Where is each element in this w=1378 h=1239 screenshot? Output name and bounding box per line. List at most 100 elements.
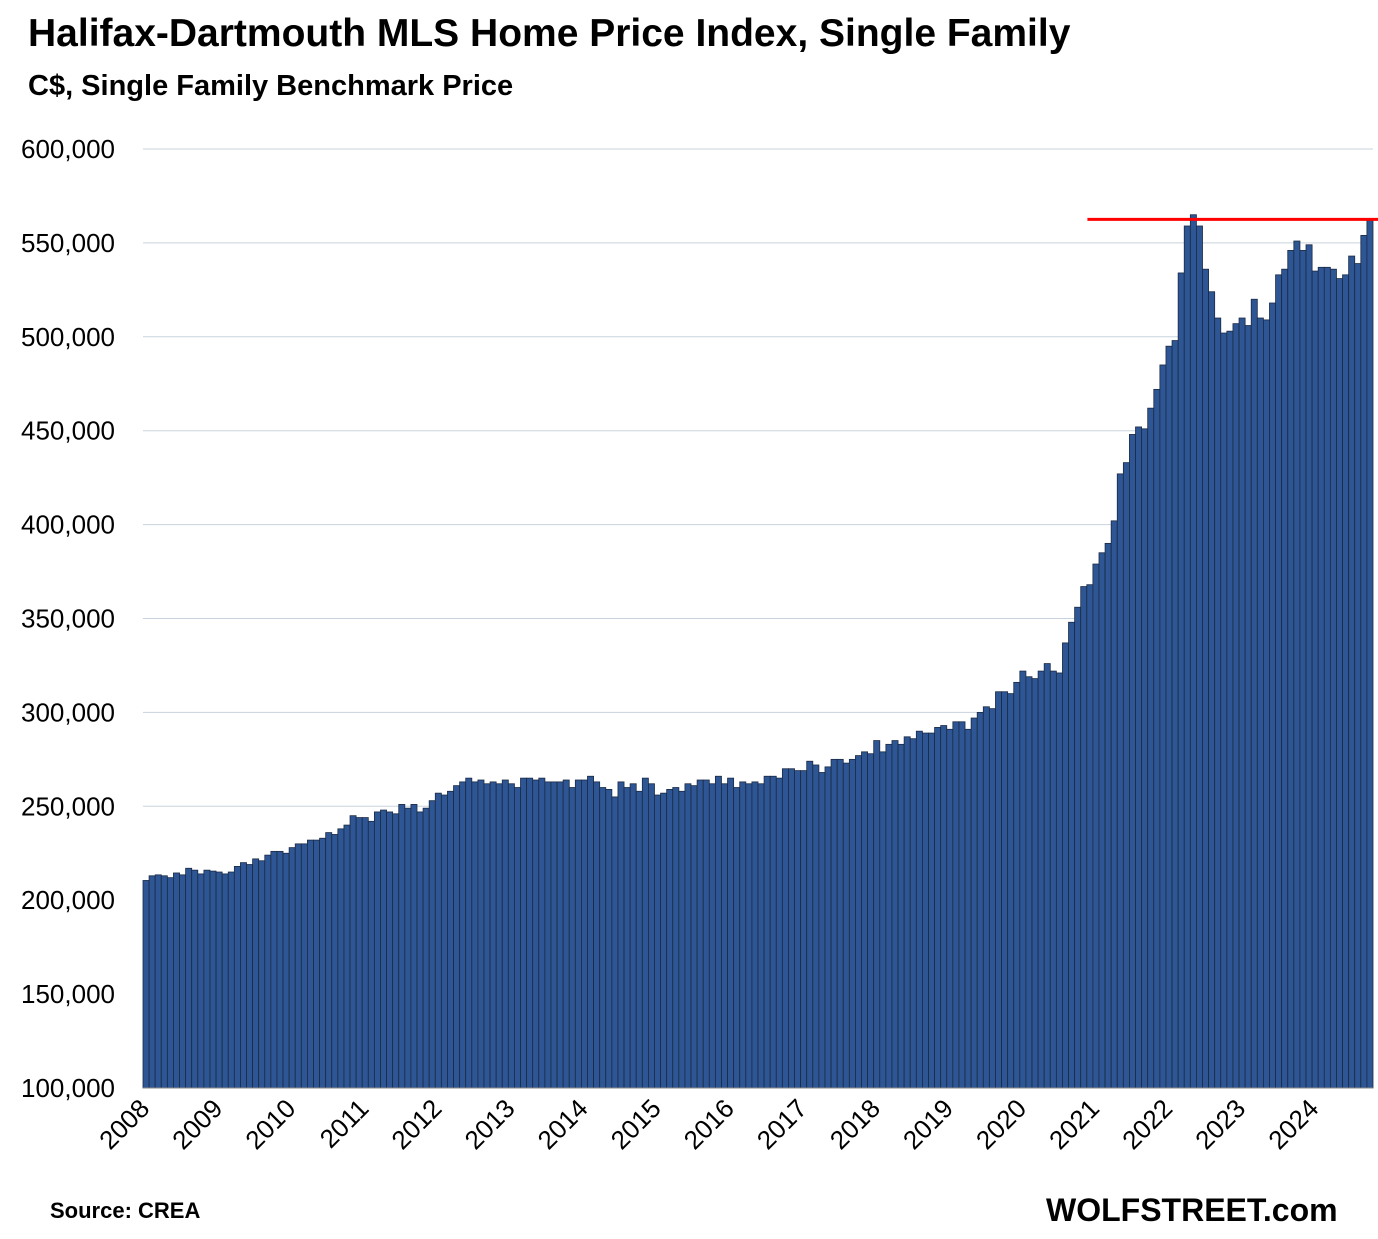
bar: [727, 777, 735, 1089]
bar: [398, 804, 406, 1089]
bar: [641, 777, 649, 1089]
bar: [1019, 670, 1027, 1089]
bar: [252, 858, 260, 1089]
bar: [696, 779, 704, 1089]
bar: [751, 781, 759, 1089]
bar: [160, 875, 168, 1089]
x-tick-label: 2023: [1189, 1093, 1251, 1155]
bar: [958, 721, 966, 1089]
bar: [666, 789, 674, 1089]
bar: [173, 872, 180, 1089]
bar: [1342, 274, 1350, 1089]
bar: [788, 768, 795, 1089]
y-tick-label: 450,000: [21, 416, 115, 446]
bar: [952, 721, 960, 1089]
bar: [148, 875, 156, 1089]
bar: [282, 852, 290, 1089]
bar: [702, 779, 710, 1089]
bar: [964, 728, 972, 1089]
bar: [690, 785, 698, 1089]
y-tick-label: 400,000: [21, 510, 115, 540]
bar: [1202, 268, 1209, 1089]
bar: [1171, 340, 1179, 1089]
bar: [611, 796, 619, 1089]
bar: [404, 807, 412, 1089]
bar: [873, 740, 881, 1089]
bar: [775, 777, 783, 1089]
bar: [1043, 663, 1051, 1089]
bar: [550, 781, 558, 1089]
bar: [1299, 250, 1307, 1089]
bar: [922, 732, 929, 1089]
bar: [294, 843, 302, 1089]
bar: [861, 751, 869, 1089]
bar: [526, 777, 534, 1089]
bar: [635, 790, 643, 1089]
x-tick-label: 2018: [824, 1093, 886, 1155]
y-tick-label: 600,000: [21, 134, 115, 164]
x-tick-label: 2009: [166, 1093, 228, 1155]
bar: [440, 794, 448, 1089]
bar: [483, 783, 491, 1089]
bar: [1104, 542, 1112, 1089]
bar: [781, 768, 789, 1089]
y-tick-label: 500,000: [21, 322, 115, 352]
bar: [1336, 278, 1343, 1089]
bar: [501, 779, 509, 1089]
bar: [593, 781, 601, 1089]
bar: [1116, 473, 1124, 1089]
bar: [769, 775, 777, 1089]
y-tick-label: 100,000: [21, 1073, 115, 1103]
chart-subtitle: C$, Single Family Benchmark Price: [28, 70, 514, 102]
bar: [1135, 426, 1143, 1089]
y-tick-label: 150,000: [21, 979, 115, 1009]
bar: [514, 787, 521, 1089]
bar: [1025, 676, 1033, 1089]
bar: [179, 874, 187, 1089]
bar: [1049, 670, 1057, 1089]
bar: [842, 762, 850, 1089]
bar: [240, 862, 247, 1089]
bar: [739, 781, 747, 1089]
bar: [1055, 672, 1063, 1089]
bar: [422, 807, 430, 1089]
bar: [447, 790, 454, 1089]
bar: [471, 781, 479, 1089]
bar: [1007, 693, 1015, 1089]
bar: [934, 727, 942, 1089]
bar: [672, 787, 680, 1089]
bar: [221, 873, 229, 1089]
bar: [629, 783, 637, 1089]
bar: [1177, 272, 1185, 1089]
bar: [1238, 317, 1246, 1089]
bar: [599, 787, 607, 1089]
bar: [203, 869, 211, 1089]
bar: [209, 870, 217, 1089]
bar: [1189, 214, 1197, 1089]
bar: [605, 789, 613, 1089]
bar: [1323, 266, 1331, 1089]
bar: [800, 770, 808, 1089]
bar: [879, 751, 887, 1089]
bar: [367, 820, 375, 1089]
bar: [1311, 270, 1319, 1089]
bar: [1153, 388, 1161, 1089]
bar: [897, 743, 905, 1089]
bar: [410, 804, 418, 1089]
bar: [708, 783, 716, 1089]
bar: [215, 871, 223, 1089]
bar: [1037, 670, 1045, 1089]
bar: [453, 785, 461, 1089]
bars: [142, 214, 1374, 1089]
x-tick-label: 2016: [678, 1093, 740, 1155]
bar: [489, 781, 497, 1089]
bar: [246, 864, 253, 1089]
bar: [903, 736, 911, 1089]
bar: [1287, 250, 1295, 1089]
bar: [995, 691, 1002, 1089]
bar: [1244, 325, 1252, 1089]
bar: [191, 869, 199, 1089]
bar: [733, 787, 741, 1089]
bar: [331, 834, 339, 1089]
bar: [1329, 268, 1337, 1089]
